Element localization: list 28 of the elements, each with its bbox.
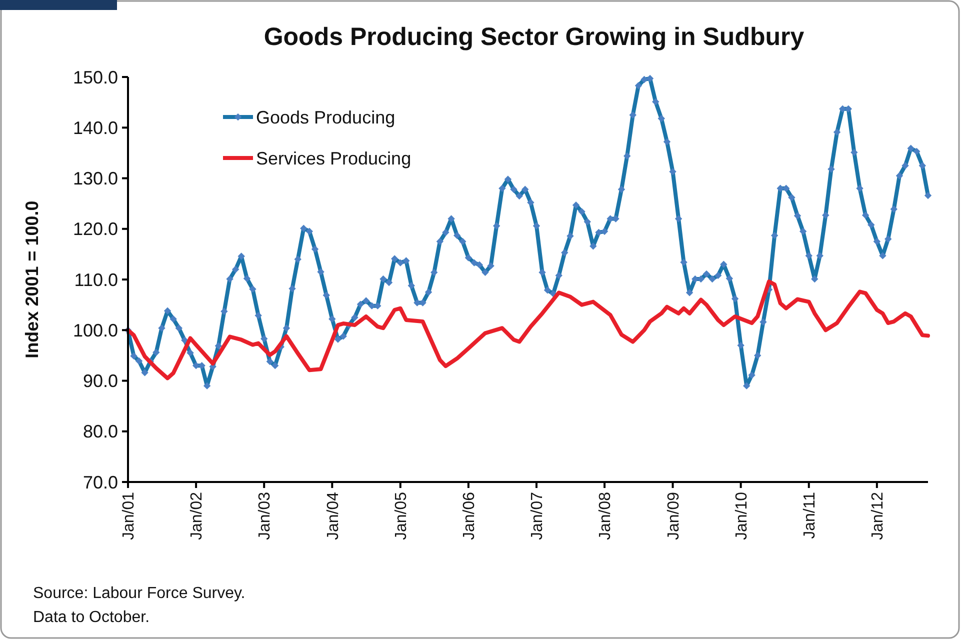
y-tick-label: 70.0 <box>82 472 118 492</box>
x-tick-label: Jan/05 <box>392 492 410 540</box>
x-tick-label: Jan/03 <box>256 492 274 540</box>
y-tick-label: 100.0 <box>72 320 118 340</box>
source-note: Source: Labour Force Survey. <box>33 585 246 602</box>
chart-title: Goods Producing Sector Growing in Sudbury <box>264 23 804 51</box>
x-tick-label: Jan/07 <box>529 492 546 540</box>
y-tick-label: 120.0 <box>72 219 118 240</box>
legend-label: Goods Producing <box>256 107 396 128</box>
line-series <box>126 280 930 380</box>
x-tick-label: Jan/09 <box>665 492 682 540</box>
x-tick-label: Jan/02 <box>188 492 206 540</box>
y-tick-label: 140.0 <box>72 118 118 138</box>
y-tick-label: 130.0 <box>72 168 118 189</box>
legend-label: Services Producing <box>256 148 412 168</box>
y-tick-label: 80.0 <box>82 422 118 442</box>
x-tick-label: Jan/12 <box>870 492 887 540</box>
text: Data to October. <box>33 609 150 626</box>
x-tick-label: Jan/10 <box>733 492 750 540</box>
y-axis-title: Index 2001 = 100.0 <box>22 200 42 358</box>
x-tick-label: Jan/06 <box>461 492 478 540</box>
x-tick-label: Jan/04 <box>324 492 342 540</box>
y-tick-label: 110.0 <box>74 270 118 290</box>
x-tick-label: Jan/01 <box>120 492 138 540</box>
y-tick-label: 90.0 <box>82 371 118 392</box>
x-tick-label: Jan/08 <box>597 492 614 540</box>
x-tick-label: Jan/11 <box>801 492 818 539</box>
y-tick-label: 150.0 <box>72 67 118 88</box>
